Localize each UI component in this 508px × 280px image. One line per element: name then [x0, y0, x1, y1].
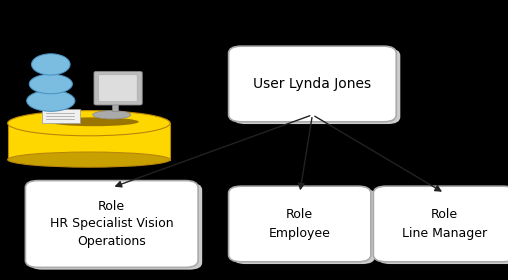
FancyBboxPatch shape	[373, 186, 508, 262]
Ellipse shape	[29, 74, 72, 94]
FancyBboxPatch shape	[25, 181, 198, 267]
Text: Role
Employee: Role Employee	[269, 209, 331, 239]
FancyBboxPatch shape	[233, 48, 400, 124]
FancyBboxPatch shape	[377, 188, 508, 264]
Ellipse shape	[49, 117, 139, 126]
Ellipse shape	[93, 111, 131, 119]
FancyBboxPatch shape	[233, 188, 375, 264]
Text: Role
Line Manager: Role Line Manager	[402, 209, 487, 239]
FancyBboxPatch shape	[8, 123, 170, 160]
Text: User Lynda Jones: User Lynda Jones	[253, 77, 371, 91]
FancyBboxPatch shape	[99, 75, 137, 102]
FancyBboxPatch shape	[94, 71, 142, 105]
Ellipse shape	[8, 152, 170, 167]
Ellipse shape	[8, 111, 170, 136]
FancyBboxPatch shape	[229, 46, 396, 122]
Circle shape	[31, 54, 70, 75]
FancyBboxPatch shape	[112, 103, 118, 111]
Text: Role
HR Specialist Vision
Operations: Role HR Specialist Vision Operations	[50, 199, 174, 249]
FancyBboxPatch shape	[229, 186, 371, 262]
FancyBboxPatch shape	[42, 109, 80, 123]
FancyBboxPatch shape	[29, 183, 202, 270]
Ellipse shape	[26, 90, 75, 111]
